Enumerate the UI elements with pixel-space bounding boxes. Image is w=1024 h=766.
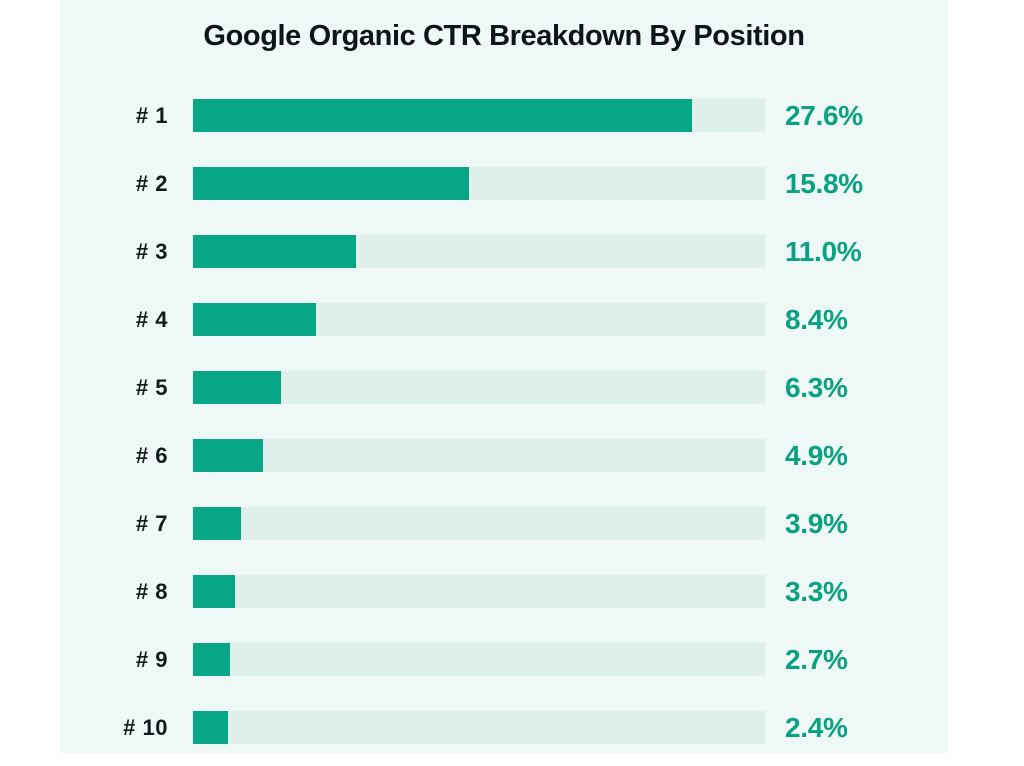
position-label: # 8 <box>135 578 168 604</box>
chart-row: # 3 11.0% <box>60 235 948 268</box>
bar-track <box>193 167 765 200</box>
bar-track <box>193 507 765 540</box>
bar-fill <box>193 575 235 608</box>
bar-track <box>193 303 765 336</box>
ctr-value: 2.4% <box>785 711 848 743</box>
position-label: # 9 <box>135 646 168 672</box>
chart-title: Google Organic CTR Breakdown By Position <box>203 20 805 52</box>
bar-fill <box>193 235 357 268</box>
chart-row: # 9 2.7% <box>60 643 948 676</box>
ctr-value: 2.7% <box>785 643 848 675</box>
chart-row: # 1 27.6% <box>60 99 948 132</box>
position-label: # 2 <box>135 170 168 196</box>
bar-track <box>193 235 765 268</box>
ctr-value: 11.0% <box>785 235 862 267</box>
bar-track <box>193 711 765 744</box>
ctr-value: 15.8% <box>785 167 863 199</box>
chart-row: # 7 3.9% <box>60 507 948 540</box>
chart-panel: Google Organic CTR Breakdown By Position… <box>60 0 948 753</box>
bar-fill <box>193 371 282 404</box>
ctr-value: 4.9% <box>785 439 848 471</box>
chart-row: # 10 2.4% <box>60 711 948 744</box>
chart-row: # 6 4.9% <box>60 439 948 472</box>
position-label: # 10 <box>123 714 168 740</box>
bar-fill <box>193 643 231 676</box>
chart-row: # 4 8.4% <box>60 303 948 336</box>
chart-row: # 5 6.3% <box>60 371 948 404</box>
position-label: # 1 <box>135 102 168 128</box>
ctr-value: 27.6% <box>785 99 863 131</box>
chart-row: # 2 15.8% <box>60 167 948 200</box>
ctr-value: 3.9% <box>785 507 848 539</box>
bar-fill <box>193 711 228 744</box>
chart-rows: # 1 27.6% # 2 15.8% # 3 11.0% <box>60 99 948 766</box>
position-label: # 6 <box>135 442 168 468</box>
position-label: # 3 <box>135 238 168 264</box>
bar-track <box>193 575 765 608</box>
bar-fill <box>193 439 263 472</box>
bar-fill <box>193 303 316 336</box>
ctr-value: 8.4% <box>785 303 848 335</box>
bar-fill <box>193 99 692 132</box>
bar-track <box>193 99 765 132</box>
bar-track <box>193 643 765 676</box>
bar-track <box>193 439 765 472</box>
position-label: # 7 <box>135 510 168 536</box>
bar-fill <box>193 507 242 540</box>
position-label: # 5 <box>135 374 168 400</box>
chart-row: # 8 3.3% <box>60 575 948 608</box>
bar-fill <box>193 167 470 200</box>
position-label: # 4 <box>135 306 168 332</box>
ctr-value: 6.3% <box>785 371 848 403</box>
ctr-value: 3.3% <box>785 575 848 607</box>
bar-track <box>193 371 765 404</box>
